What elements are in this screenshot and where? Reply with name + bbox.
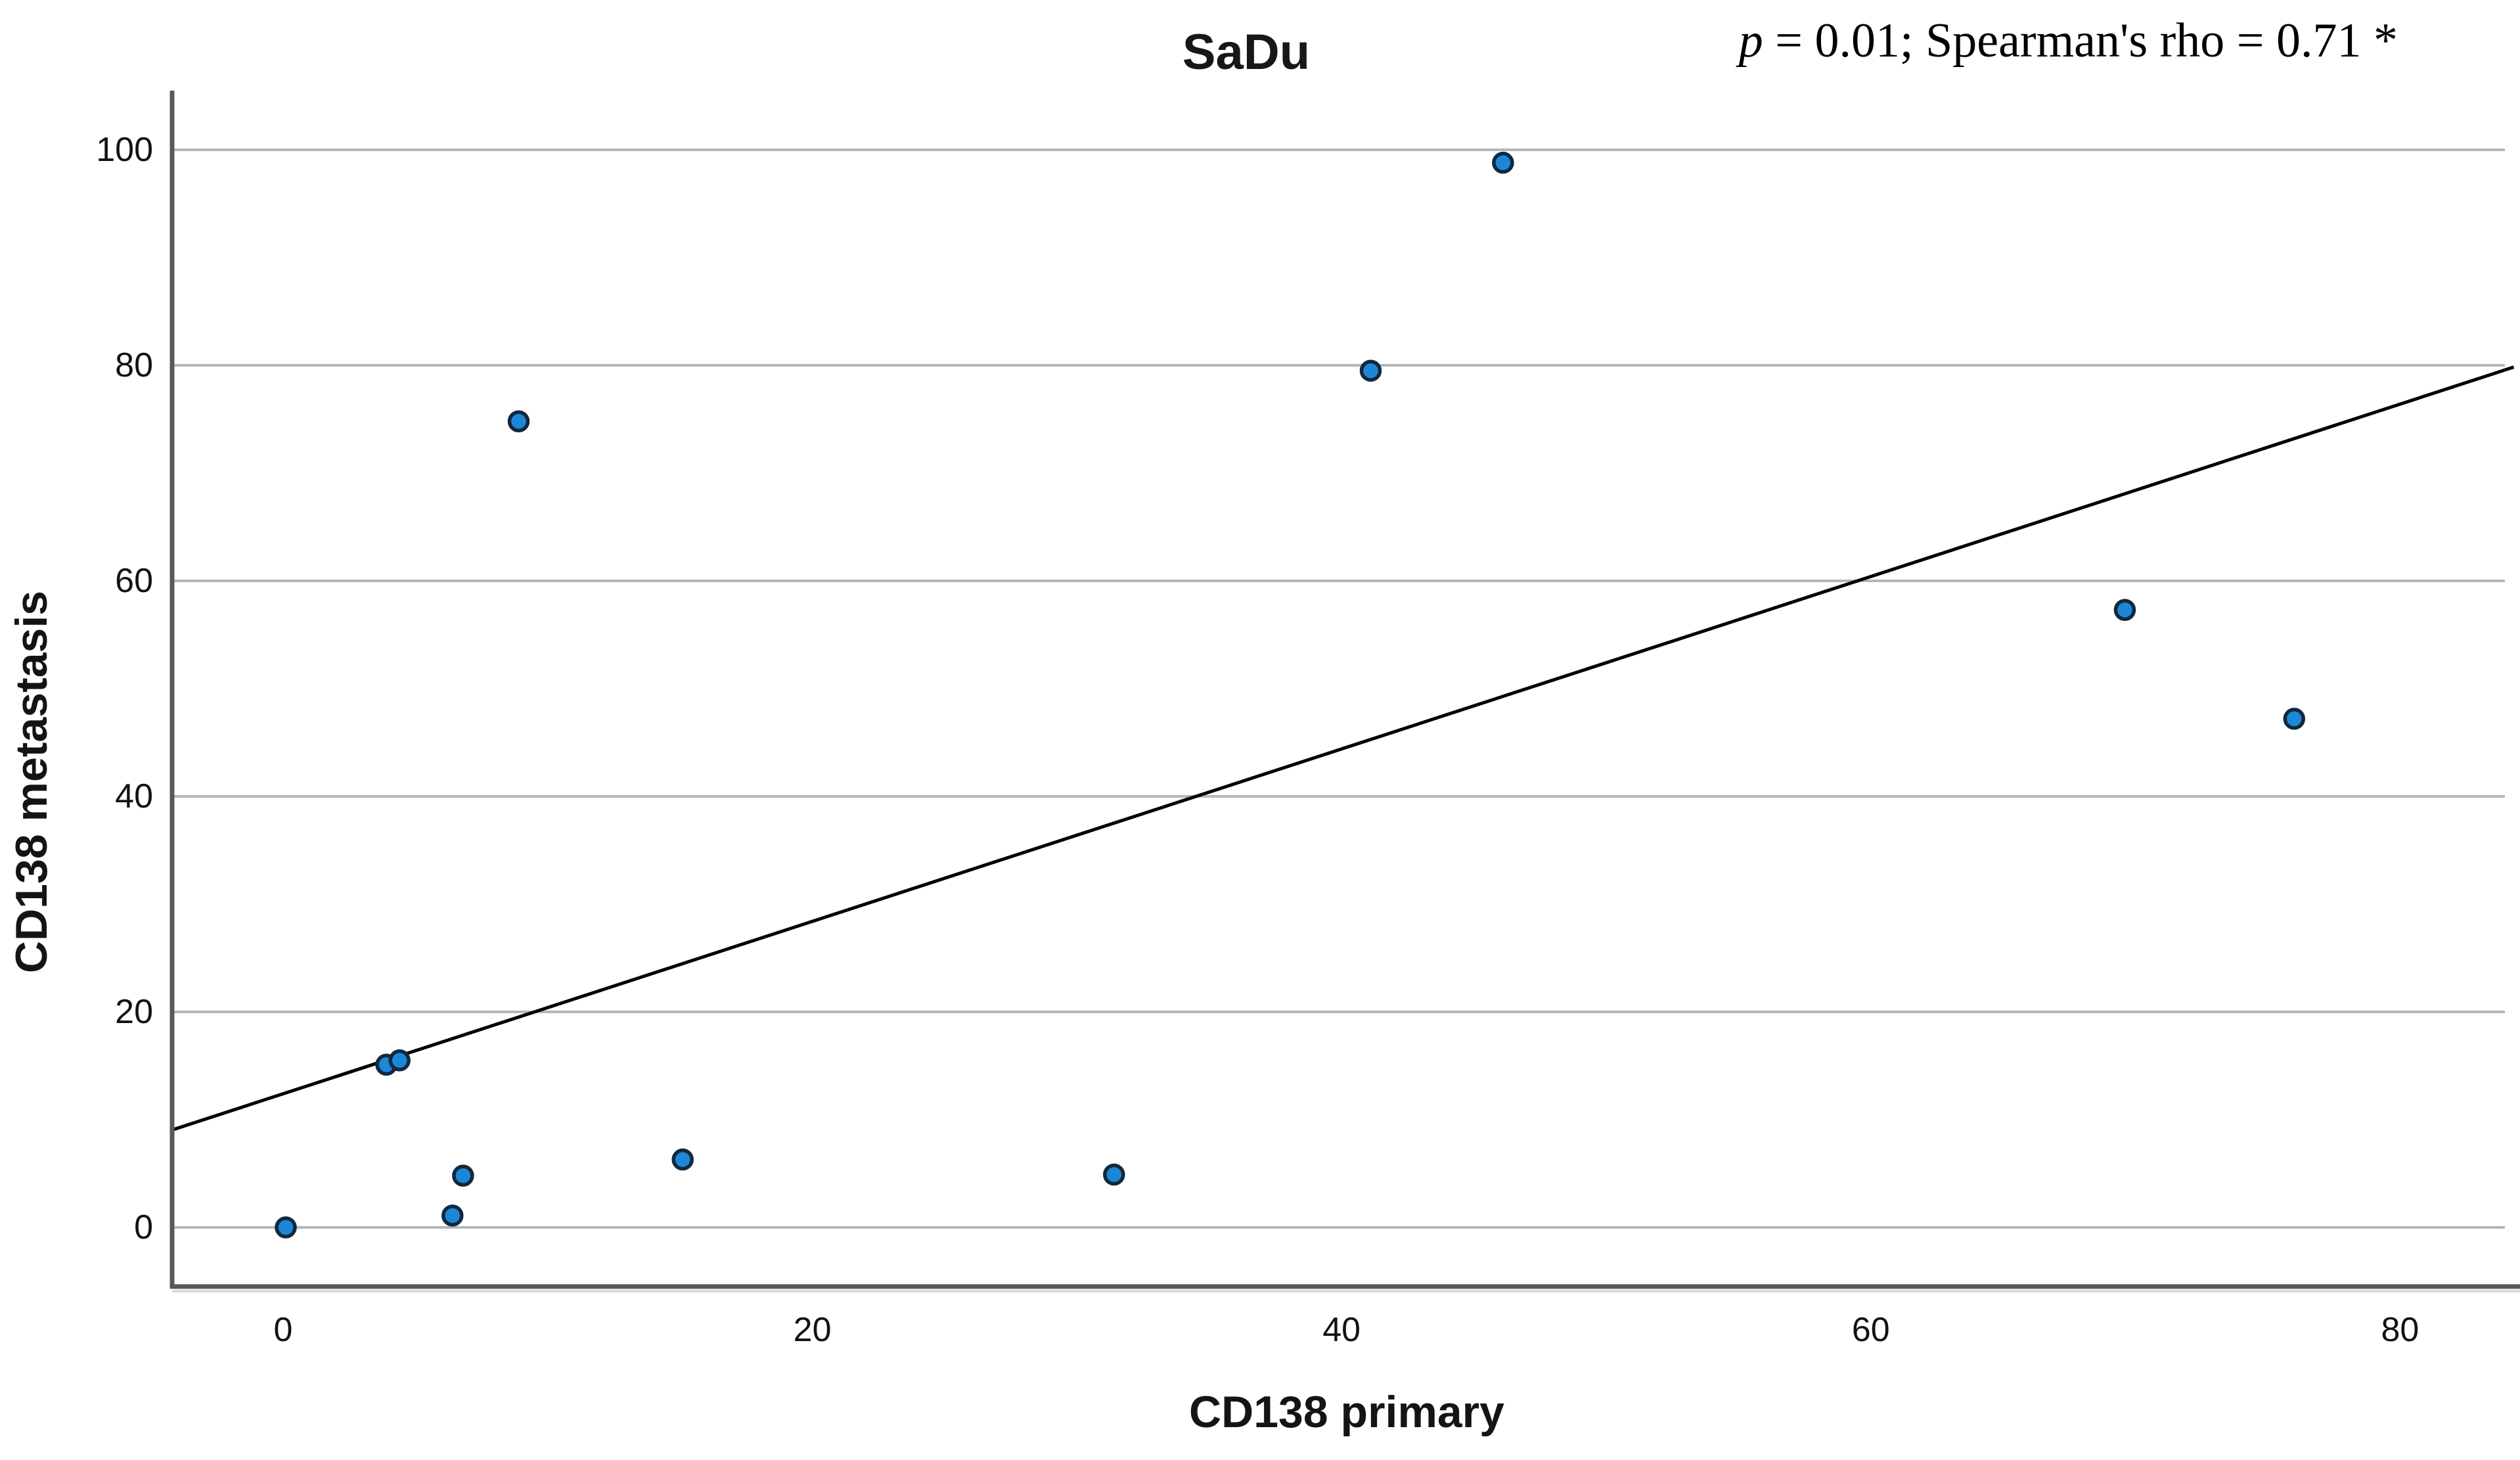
data-point	[452, 1164, 474, 1187]
data-point	[1103, 1163, 1125, 1186]
data-point	[671, 1148, 694, 1171]
data-point	[388, 1049, 411, 1072]
p-value-symbol: p	[1738, 14, 1763, 68]
chart-title: SaDu	[1182, 24, 1311, 80]
x-tick-label: 80	[2381, 1311, 2419, 1349]
trend-line	[171, 365, 2515, 1132]
y-tick-label: 0	[134, 1208, 153, 1246]
x-tick-label: 0	[273, 1311, 293, 1349]
data-point	[1492, 151, 1514, 174]
data-point	[2283, 708, 2306, 730]
stats-annotation: p = 0.01; Spearman's rho = 0.71 *	[1739, 13, 2398, 69]
x-tick-label: 40	[1322, 1311, 1361, 1349]
data-point	[507, 410, 530, 433]
x-tick-label: 20	[793, 1311, 832, 1349]
y-tick-label: 40	[115, 777, 153, 815]
data-point	[1359, 359, 1382, 382]
y-tick-label: 60	[115, 562, 153, 600]
data-point	[2113, 599, 2136, 622]
y-tick-label: 100	[96, 131, 153, 169]
data-point	[275, 1216, 297, 1239]
x-tick-label: 60	[1851, 1311, 1890, 1349]
y-axis-label: CD138 metastasis	[7, 590, 56, 974]
stats-annotation-text: = 0.01; Spearman's rho = 0.71 *	[1763, 14, 2398, 68]
data-point	[441, 1204, 464, 1227]
x-axis-label: CD138 primary	[1188, 1387, 1505, 1437]
y-tick-label: 80	[115, 346, 153, 384]
y-tick-label: 20	[115, 993, 153, 1031]
